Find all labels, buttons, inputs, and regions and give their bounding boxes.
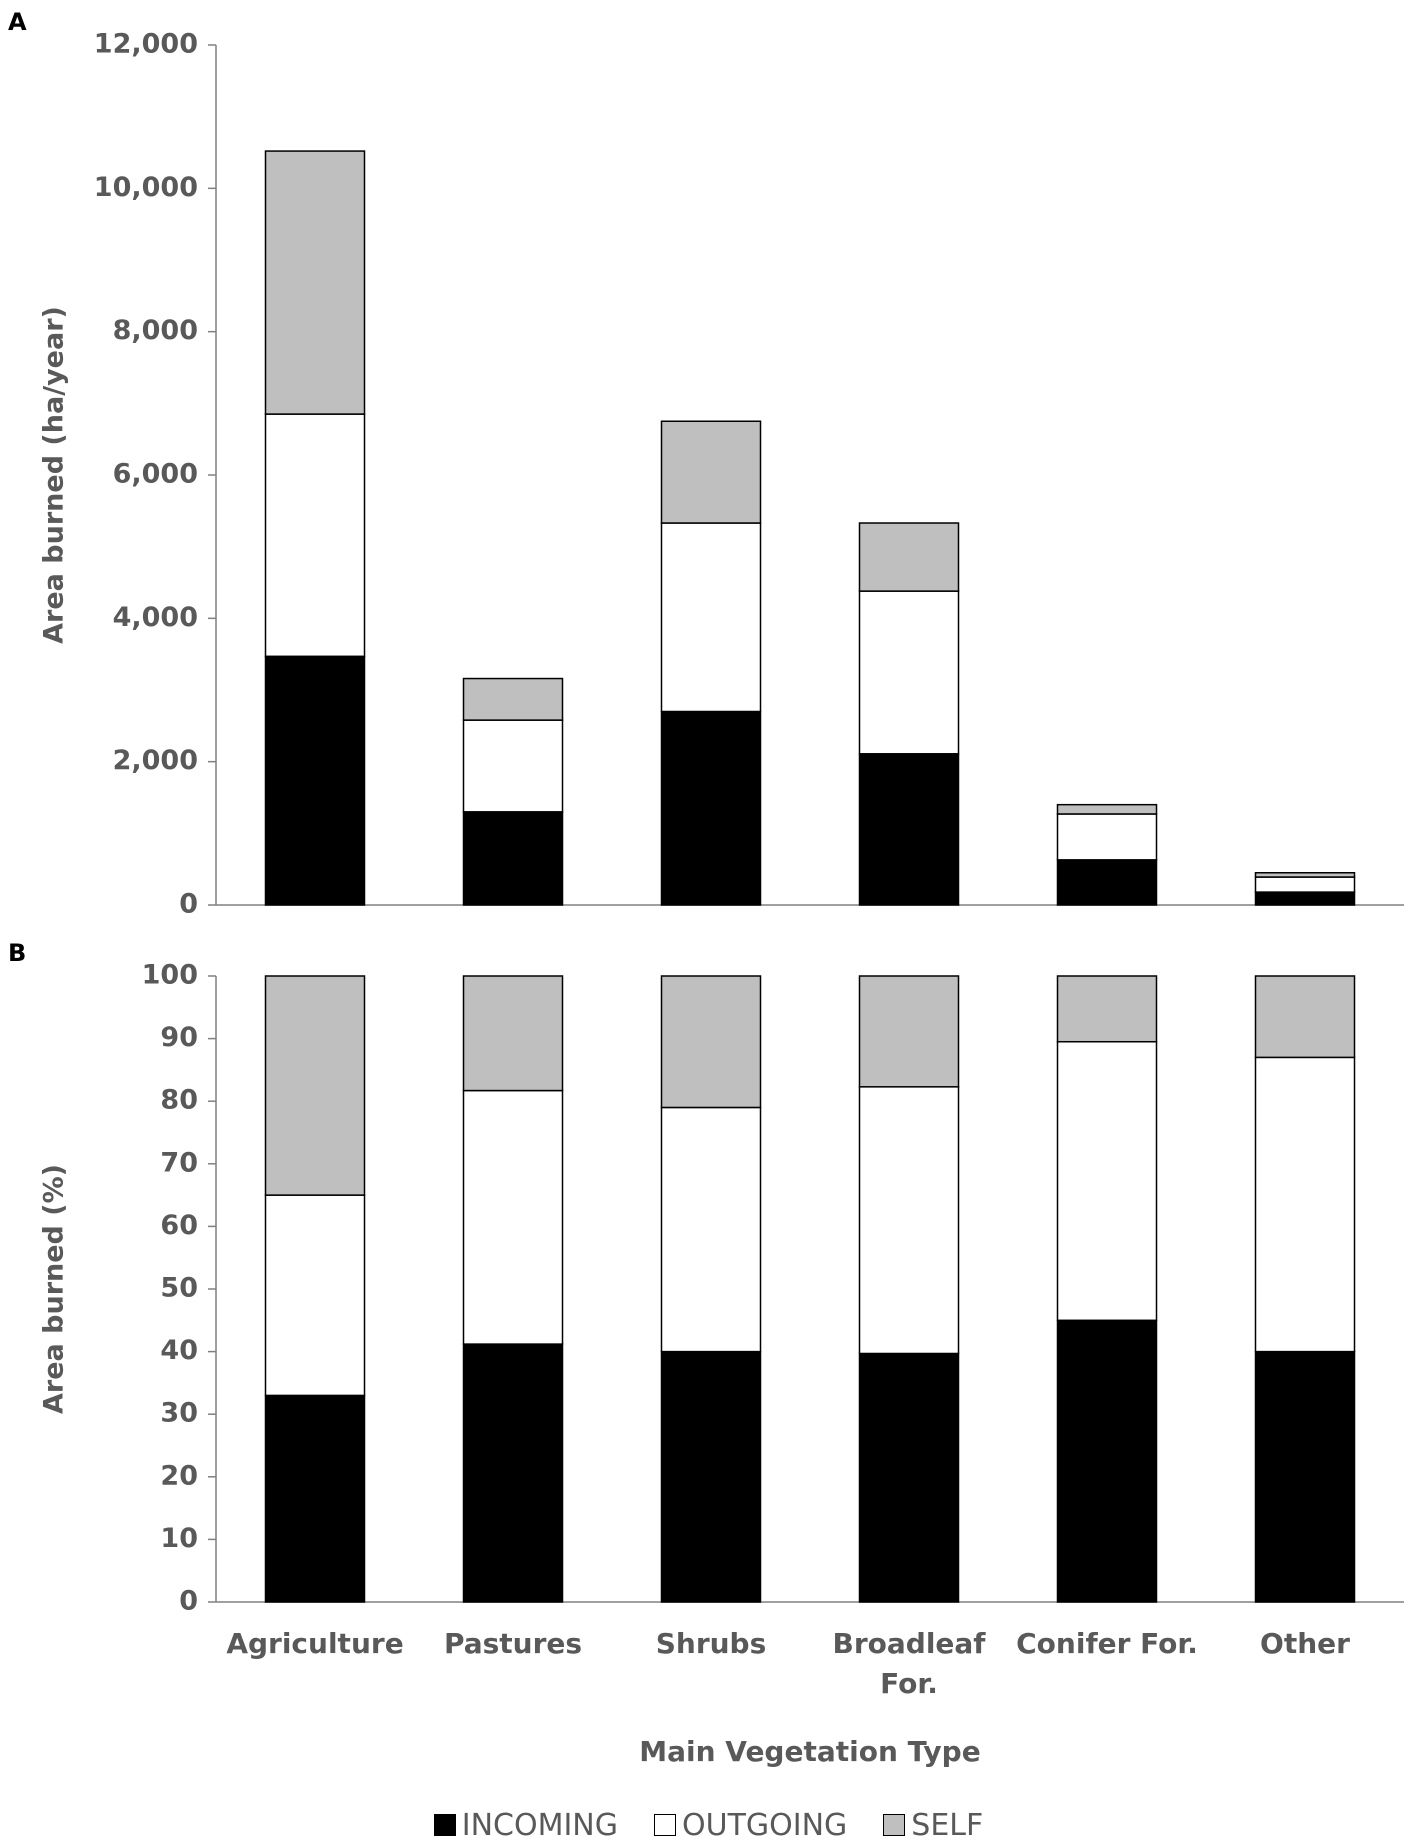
legend-item: OUTGOING <box>654 1808 847 1843</box>
legend-label: SELF <box>911 1808 984 1843</box>
bar-segment <box>858 590 960 755</box>
bar-segment <box>264 975 366 1196</box>
bar-segment <box>1254 872 1356 878</box>
x-tick-label: Pastures <box>443 1627 583 1660</box>
bar-segment <box>660 522 762 713</box>
y-tick-label: 12,000 <box>94 29 198 60</box>
bar-segment <box>462 677 564 721</box>
y-tick-label: 0 <box>179 889 198 920</box>
x-tick-label: Shrubs <box>655 1627 767 1660</box>
bar-segment <box>660 420 762 524</box>
bar-segment <box>462 1089 564 1345</box>
bar-segment <box>1254 1056 1356 1353</box>
bar-segment <box>660 1106 762 1353</box>
legend-item: SELF <box>883 1808 983 1843</box>
legend-swatch <box>883 1814 906 1836</box>
bar-segment <box>858 1086 960 1355</box>
bar-segment <box>1056 859 1158 906</box>
bar-segment <box>462 811 564 906</box>
y-tick-label: 90 <box>160 1022 198 1053</box>
bar-segment <box>660 1350 762 1603</box>
y-tick-label: 2,000 <box>113 745 198 776</box>
bar-segment <box>1254 876 1356 893</box>
bar-segment <box>264 413 366 658</box>
bar-segment <box>462 1343 564 1603</box>
y-tick-label: 6,000 <box>113 459 198 490</box>
legend-label: INCOMING <box>461 1808 618 1843</box>
y-tick-label: 70 <box>160 1147 198 1178</box>
y-axis-label: Area burned (%) <box>39 1164 70 1414</box>
x-tick-label: Conifer For. <box>1016 1627 1198 1660</box>
bar-segment <box>462 975 564 1092</box>
x-tick-label: Agriculture <box>226 1627 404 1660</box>
panel-label: B <box>8 939 26 967</box>
y-tick-label: 4,000 <box>113 602 198 633</box>
legend-swatch <box>433 1814 456 1836</box>
bar-segment <box>660 710 762 906</box>
bar-segment <box>1056 813 1158 861</box>
bar-segment <box>462 719 564 813</box>
y-tick-label: 80 <box>160 1085 198 1116</box>
bar-segment <box>264 1194 366 1397</box>
x-tick-label: Broadleaf For. <box>832 1627 986 1700</box>
bar-segment <box>1254 1350 1356 1603</box>
bar-segment <box>264 1394 366 1603</box>
bar-segment <box>1056 803 1158 815</box>
y-tick-label: 20 <box>160 1460 198 1491</box>
y-axis-label: Area burned (ha/year) <box>39 306 70 644</box>
bar-segment <box>264 655 366 906</box>
x-tick-label: Other <box>1260 1627 1350 1660</box>
bar-segment <box>858 522 960 592</box>
bar-segment <box>1254 975 1356 1059</box>
bar-segment <box>1254 891 1356 906</box>
bar-segment <box>1056 1040 1158 1322</box>
y-tick-label: 100 <box>142 960 198 991</box>
y-tick-label: 30 <box>160 1398 198 1429</box>
legend: INCOMING OUTGOING SELF <box>0 1808 1417 1843</box>
panel-label: A <box>8 8 27 36</box>
bar-segment <box>1056 975 1158 1043</box>
legend-label: OUTGOING <box>682 1808 848 1843</box>
y-tick-label: 10,000 <box>94 172 198 203</box>
y-tick-label: 40 <box>160 1335 198 1366</box>
y-tick-label: 10 <box>160 1523 198 1554</box>
y-tick-label: 50 <box>160 1273 198 1304</box>
legend-item: INCOMING <box>433 1808 618 1843</box>
y-tick-label: 0 <box>179 1586 198 1617</box>
x-axis-label: Main Vegetation Type <box>639 1735 981 1768</box>
bar-segment <box>264 150 366 415</box>
bar-segment <box>858 975 960 1088</box>
bar-segment <box>660 975 762 1109</box>
y-tick-label: 8,000 <box>113 315 198 346</box>
bar-segment <box>1056 1319 1158 1603</box>
legend-swatch <box>654 1814 676 1836</box>
y-tick-label: 60 <box>160 1210 198 1241</box>
bar-segment <box>858 1352 960 1603</box>
bar-segment <box>858 753 960 906</box>
